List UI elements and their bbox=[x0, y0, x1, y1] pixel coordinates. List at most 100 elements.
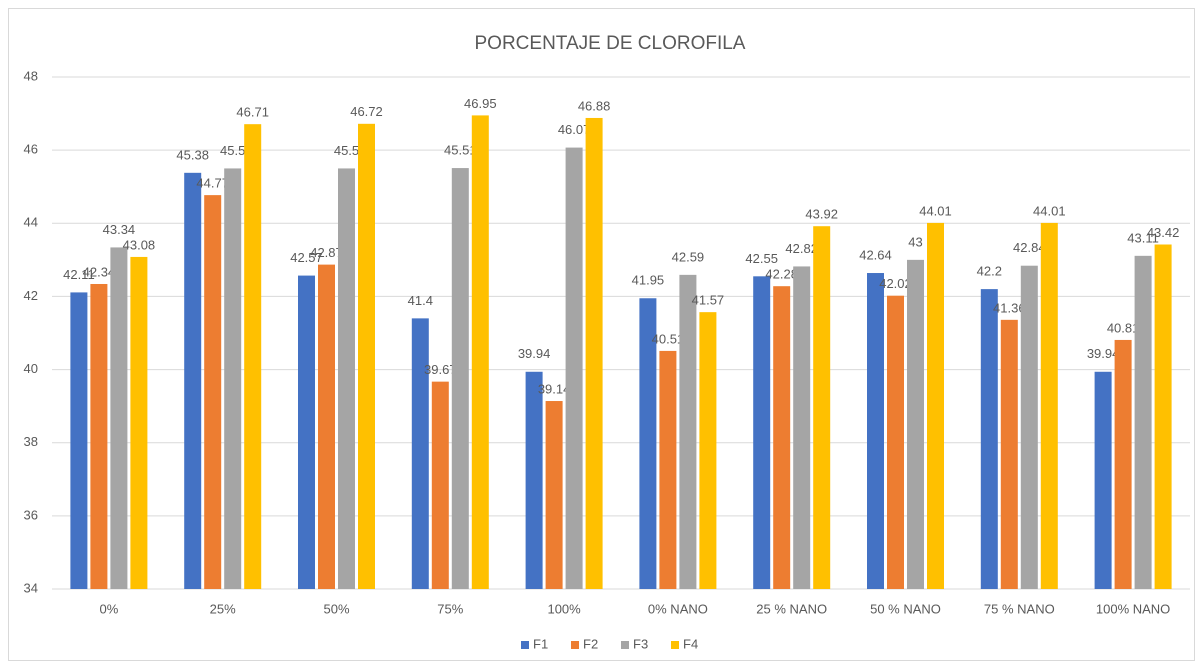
bar bbox=[244, 124, 262, 590]
legend-swatch bbox=[521, 641, 529, 649]
data-label: 42.2 bbox=[977, 264, 1002, 279]
data-label: 45.51 bbox=[444, 143, 477, 158]
bar bbox=[867, 273, 884, 589]
data-label: 46.88 bbox=[578, 98, 611, 113]
bar bbox=[318, 264, 335, 589]
legend-swatch bbox=[671, 641, 679, 649]
bar bbox=[184, 172, 202, 589]
bar bbox=[1000, 319, 1018, 589]
data-label: 40.51 bbox=[652, 331, 685, 346]
bar bbox=[224, 168, 242, 589]
data-label: 43.42 bbox=[1147, 225, 1180, 240]
data-label: 46.72 bbox=[350, 104, 383, 119]
y-tick-label: 44 bbox=[24, 215, 38, 230]
legend-label: F1 bbox=[533, 636, 548, 651]
legend-swatch bbox=[571, 641, 579, 649]
x-tick-label: 50% bbox=[323, 601, 349, 616]
data-label: 43.08 bbox=[123, 237, 156, 252]
data-label: 42.87 bbox=[310, 245, 343, 260]
bar bbox=[411, 318, 429, 589]
bar bbox=[90, 283, 108, 589]
data-label: 46.07 bbox=[558, 122, 591, 137]
data-label: 42.02 bbox=[879, 276, 912, 291]
bar bbox=[585, 117, 603, 590]
data-label: 43.92 bbox=[805, 207, 838, 222]
bar bbox=[887, 295, 904, 589]
legend-label: F4 bbox=[683, 636, 698, 651]
bar bbox=[204, 195, 222, 589]
data-label: 44.01 bbox=[1033, 203, 1066, 218]
y-tick-label: 40 bbox=[24, 361, 38, 376]
y-tick-label: 38 bbox=[24, 434, 38, 449]
data-label: 42.55 bbox=[745, 251, 778, 266]
data-label: 39.94 bbox=[518, 346, 551, 361]
bar bbox=[679, 274, 697, 589]
bar bbox=[298, 275, 315, 589]
data-label: 39.67 bbox=[424, 362, 457, 377]
bar bbox=[793, 266, 811, 589]
data-label: 45.38 bbox=[176, 147, 209, 162]
data-label: 43.11 bbox=[1127, 230, 1159, 245]
bar bbox=[753, 276, 771, 589]
data-label: 39.94 bbox=[1087, 346, 1120, 361]
data-label: 42.84 bbox=[1013, 240, 1046, 255]
x-tick-label: 100% bbox=[547, 601, 581, 616]
data-label: 46.71 bbox=[236, 105, 269, 120]
chart-title: PORCENTAJE DE CLOROFILA bbox=[475, 33, 746, 54]
bar bbox=[545, 401, 563, 589]
y-tick-label: 34 bbox=[24, 580, 38, 595]
bar bbox=[980, 289, 998, 589]
bar bbox=[1040, 222, 1058, 590]
data-label: 40.81 bbox=[1107, 320, 1140, 335]
data-label: 41.36 bbox=[993, 300, 1026, 315]
bar bbox=[773, 286, 791, 589]
bar bbox=[431, 381, 449, 589]
data-label: 43 bbox=[908, 234, 922, 249]
data-label: 42.82 bbox=[785, 241, 818, 256]
bar bbox=[1154, 244, 1172, 590]
data-label: 45.5 bbox=[220, 143, 245, 158]
data-label: 42.64 bbox=[859, 247, 892, 262]
bar bbox=[338, 168, 355, 589]
bar bbox=[927, 222, 944, 590]
y-tick-label: 36 bbox=[24, 507, 38, 522]
x-tick-label: 25 % NANO bbox=[756, 601, 827, 616]
legend-swatch bbox=[621, 641, 629, 649]
y-tick-label: 42 bbox=[24, 288, 38, 303]
x-tick-label: 0% NANO bbox=[648, 601, 708, 616]
bar bbox=[813, 226, 831, 589]
data-label: 44.01 bbox=[919, 203, 952, 218]
data-label: 44.77 bbox=[196, 176, 229, 191]
bar bbox=[1134, 255, 1152, 589]
bar bbox=[70, 292, 88, 589]
data-label: 42.28 bbox=[765, 267, 798, 282]
data-label: 42.57 bbox=[290, 250, 323, 265]
bar bbox=[525, 371, 543, 589]
legend-label: F3 bbox=[633, 636, 648, 651]
data-label: 39.14 bbox=[538, 381, 571, 396]
x-tick-label: 100% NANO bbox=[1096, 601, 1170, 616]
data-label: 42.34 bbox=[83, 264, 116, 279]
data-label: 41.4 bbox=[408, 293, 433, 308]
bar bbox=[130, 256, 148, 589]
x-tick-label: 75 % NANO bbox=[984, 601, 1055, 616]
bar bbox=[565, 147, 583, 589]
y-tick-label: 48 bbox=[24, 68, 38, 83]
x-tick-label: 75% bbox=[437, 601, 463, 616]
bar bbox=[659, 350, 677, 589]
y-tick-label: 46 bbox=[24, 142, 38, 157]
x-tick-label: 25% bbox=[210, 601, 236, 616]
data-label: 45.5 bbox=[334, 143, 359, 158]
bar bbox=[907, 259, 924, 589]
data-label: 41.95 bbox=[632, 273, 665, 288]
bar bbox=[110, 247, 128, 589]
data-label: 42.59 bbox=[672, 249, 705, 264]
bar bbox=[1020, 265, 1038, 589]
bar bbox=[471, 115, 489, 590]
x-tick-label: 50 % NANO bbox=[870, 601, 941, 616]
bar bbox=[699, 312, 717, 589]
bar bbox=[451, 168, 469, 589]
bar bbox=[1094, 371, 1112, 589]
bar bbox=[1114, 339, 1132, 589]
